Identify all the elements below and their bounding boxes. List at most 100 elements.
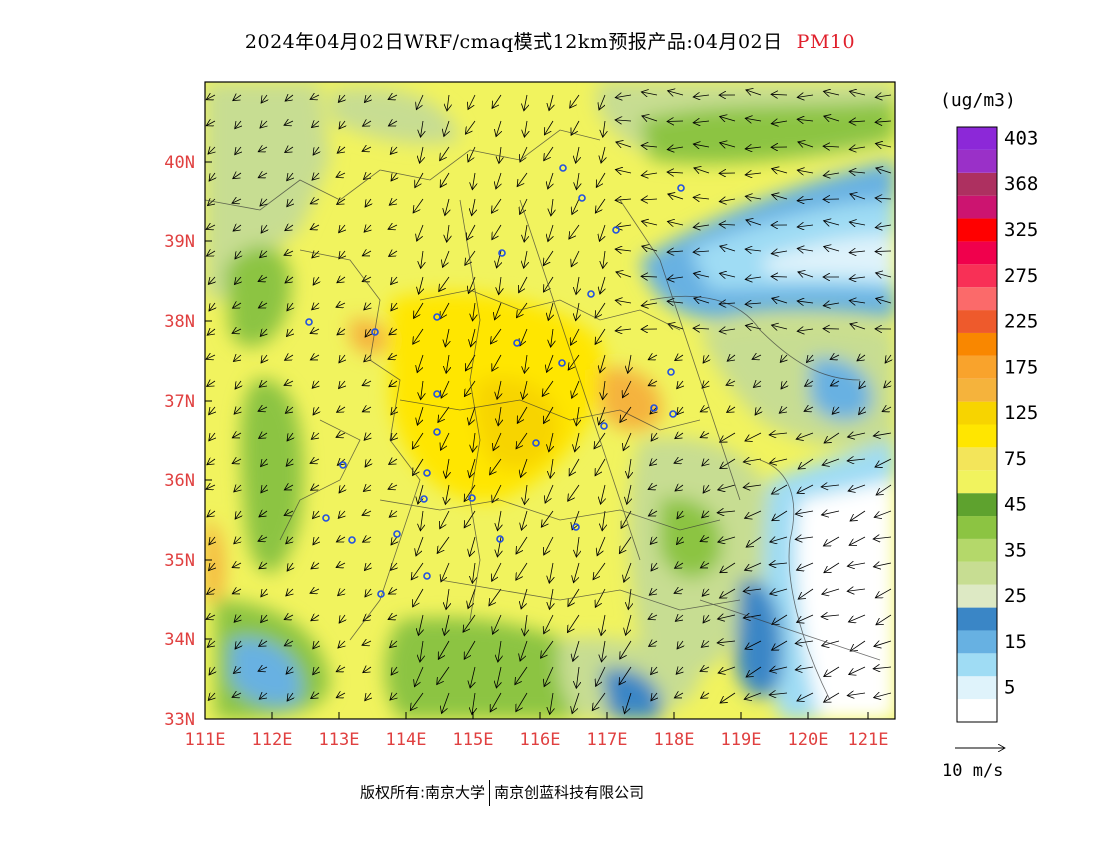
wind-arrow <box>797 301 814 303</box>
wind-arrow <box>572 692 580 714</box>
wind-arrow <box>667 277 684 279</box>
wind-arrow <box>442 692 450 713</box>
wind-arrow <box>595 328 606 344</box>
wind-arrow <box>338 641 345 648</box>
wind-arrow <box>769 433 788 435</box>
wind-arrow <box>676 667 683 674</box>
wind-arrow <box>569 458 580 476</box>
wind-arrow <box>388 615 398 619</box>
colorbar-swatch <box>957 172 997 196</box>
wind-arrow <box>823 536 840 546</box>
wind-arrow <box>312 381 319 388</box>
wind-arrow <box>847 693 866 696</box>
wind-arrow <box>232 693 242 697</box>
colorbar-swatch <box>957 630 997 654</box>
wind-arrow <box>720 143 736 147</box>
wind-arrow <box>206 355 216 359</box>
wind-arrow <box>521 588 528 609</box>
wind-arrow <box>489 588 502 606</box>
wind-arrow <box>235 510 241 519</box>
wind-arrow <box>285 147 294 153</box>
wind-arrow <box>336 537 346 542</box>
wind-arrow <box>572 380 580 398</box>
wind-arrow <box>549 432 553 452</box>
wind-arrow <box>388 121 398 126</box>
wind-arrow <box>770 537 788 542</box>
city-marker <box>305 318 313 326</box>
wind-arrow <box>615 199 632 200</box>
wind-arrow <box>472 562 475 583</box>
wind-arrow <box>336 563 346 568</box>
wind-arrow <box>600 484 605 504</box>
wind-arrow <box>648 485 658 489</box>
wind-arrow <box>233 173 242 179</box>
wind-arrow <box>338 95 345 102</box>
wind-arrow <box>798 142 814 147</box>
wind-arrow <box>570 94 580 108</box>
wind-arrow <box>491 198 502 213</box>
wind-arrow <box>576 276 579 295</box>
wind-arrow <box>261 224 267 233</box>
wind-arrow <box>576 666 579 688</box>
wind-arrow <box>694 168 710 173</box>
wind-arrow <box>595 302 606 318</box>
wind-arrow <box>700 407 710 412</box>
wind-arrow <box>772 510 788 521</box>
city-marker <box>468 494 476 502</box>
wind-arrow <box>440 302 450 319</box>
wind-arrow <box>875 95 892 97</box>
lat-label: 40N <box>164 153 195 173</box>
wind-arrow <box>209 536 215 545</box>
wind-arrow <box>668 91 684 95</box>
lat-label: 39N <box>164 232 195 252</box>
wind-arrow <box>597 536 606 556</box>
wind-arrow <box>363 615 372 621</box>
wind-arrow <box>850 324 866 329</box>
wind-arrow <box>441 380 450 398</box>
colorbar-swatch <box>957 264 997 288</box>
wind-arrow <box>595 588 606 607</box>
wind-arrow <box>674 459 684 463</box>
wind-arrow <box>520 198 528 214</box>
wind-arrow <box>885 354 891 363</box>
wind-arrow <box>258 303 268 308</box>
wind-arrow <box>616 272 632 277</box>
wind-arrow <box>235 640 241 649</box>
wind-arrow <box>547 354 554 372</box>
city-marker <box>513 339 521 347</box>
wind-arrow <box>615 170 632 173</box>
wind-arrow <box>364 355 371 362</box>
wind-arrow <box>573 562 580 583</box>
wind-arrow <box>259 433 268 438</box>
wind-arrow <box>743 459 762 462</box>
wind-arrow <box>447 94 449 111</box>
copyright-owner: 版权所有:南京大学 <box>360 783 486 802</box>
wind-arrow <box>568 484 580 501</box>
wind-arrow <box>362 537 372 542</box>
wind-arrow <box>649 641 658 646</box>
city-marker <box>496 535 504 543</box>
wind-arrow <box>875 458 892 467</box>
wind-arrow <box>641 92 658 95</box>
wind-arrow <box>472 198 475 216</box>
wind-arrow <box>389 381 398 387</box>
wind-arrow <box>472 692 475 715</box>
wind-arrow <box>824 221 840 225</box>
wind-arrow <box>365 198 371 207</box>
wind-arrow <box>465 120 476 134</box>
wind-arrow <box>391 302 397 311</box>
wind-arrow <box>702 589 709 596</box>
colorbar-label: 175 <box>1004 356 1038 378</box>
wind-arrow <box>675 355 684 361</box>
wind-arrow <box>233 355 241 361</box>
wind-arrow <box>795 537 814 539</box>
wind-arrow <box>876 614 892 625</box>
colorbar-label: 368 <box>1004 173 1038 195</box>
wind-arrow <box>649 589 658 595</box>
wind-arrow <box>495 302 502 320</box>
wind-arrow <box>571 250 580 267</box>
wind-arrow <box>365 692 371 701</box>
wind-arrow <box>364 433 371 440</box>
wind-arrow <box>287 302 293 311</box>
wind-arrow <box>719 273 736 277</box>
